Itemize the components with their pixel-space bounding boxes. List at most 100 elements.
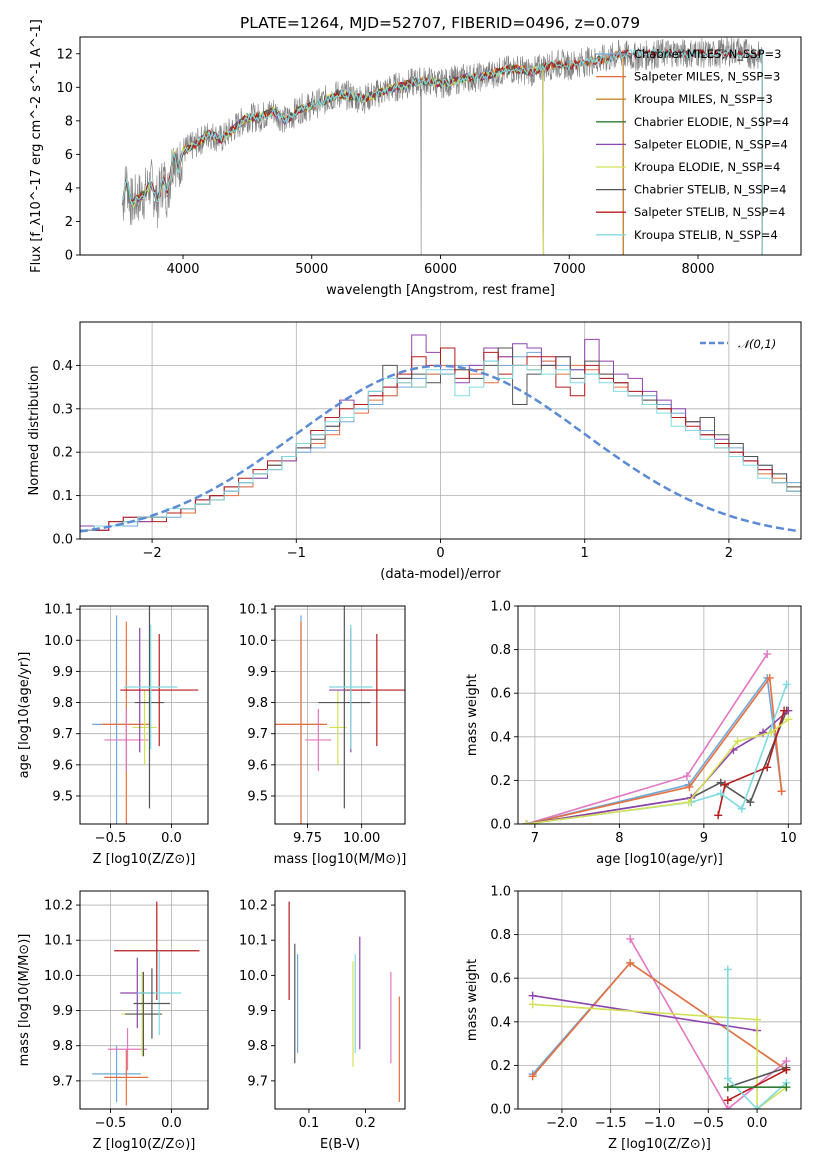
y-axis-label: Flux [f_λ10^-17 erg cm^-2 s^-1 A^-1]	[29, 19, 44, 273]
x-tick-label: 5000	[295, 262, 328, 277]
axes-frame	[79, 890, 209, 1110]
x-tick-label: −1	[287, 546, 306, 561]
y-tick-label: 9.7	[247, 1074, 268, 1089]
weight-point-marker	[723, 1074, 732, 1083]
x-tick-label: 0.0	[747, 1116, 768, 1131]
axes-frame	[79, 605, 209, 825]
model-spectrum-line	[121, 51, 624, 255]
weight-series-line	[727, 1066, 787, 1088]
x-tick-label: 0.2	[355, 1116, 376, 1131]
weight-point-marker	[763, 763, 772, 772]
weight-point-marker	[746, 798, 755, 807]
x-tick-label: −1.5	[595, 1116, 627, 1131]
y-tick-label: 6	[65, 148, 73, 163]
legend: Chabrier MILES, N_SSP=3 Salpeter MILES, N…	[596, 47, 789, 242]
weight-point-marker	[737, 804, 746, 813]
y-tick-label: 0.2	[52, 446, 73, 461]
errorbar-point	[318, 606, 371, 809]
legend-label: Chabrier STELIB, N_SSP=4	[634, 183, 786, 197]
weight-series-line	[717, 710, 785, 816]
plot-area	[80, 334, 801, 533]
panel-weight-vs-age: 7 8 9 10 0.0 0.2 0.4 0.6 0.8 1.0 age [log10(age/yr…	[465, 600, 802, 867]
errorbar-point	[346, 634, 405, 747]
y-tick-label: 10.1	[239, 603, 268, 618]
legend-label: Salpeter MILES, N_SSP=3	[634, 70, 780, 84]
axes-frame	[517, 605, 802, 825]
model-spectrum-line	[121, 49, 624, 255]
y-tick-label: 9.7	[52, 727, 73, 742]
model-spectrum-line	[121, 63, 545, 255]
weight-point-marker	[723, 1105, 732, 1109]
errorbar-point	[305, 708, 332, 772]
legend: 𝒩(0,1)	[700, 337, 776, 351]
x-tick-label: 0.0	[161, 1116, 182, 1131]
weight-point-marker	[753, 1015, 762, 1024]
errorbar-point	[329, 624, 373, 750]
weight-point-marker	[626, 934, 635, 943]
y-tick-label: 9.5	[247, 789, 268, 804]
y-tick-label: 10.1	[44, 603, 73, 618]
x-axis-label: mass [log10(M/M⊙)]	[274, 852, 407, 867]
errorbar-point	[114, 901, 200, 1000]
y-tick-label: 9.8	[247, 1039, 268, 1054]
axes-frame	[274, 890, 406, 1110]
panel-age-vs-Z: −0.5 0.0 9.5 9.6 9.7 9.8 9.9 10.0 10.1 Z [log10(Z…	[17, 603, 209, 867]
panel-weight-vs-Z: −2.0 −1.5 −1.0 −0.5 0.0 0.0 0.2 0.4 0.6 0.8 1.0 Z […	[465, 885, 802, 1152]
axes-frame	[79, 36, 802, 256]
x-tick-label: 0.0	[161, 831, 182, 846]
y-tick-label: 9.8	[52, 696, 73, 711]
legend-label: Kroupa MILES, N_SSP=3	[634, 92, 773, 106]
y-tick-label: 9.9	[52, 665, 73, 680]
x-tick-label: 1	[581, 546, 589, 561]
figure-title: PLATE=1264, MJD=52707, FIBERID=0496, z=0…	[240, 14, 640, 32]
weight-series-line	[526, 675, 783, 824]
weight-point-marker	[782, 1083, 791, 1092]
x-tick-label: 2	[725, 546, 733, 561]
x-tick-label: 0	[436, 546, 444, 561]
plot-area	[92, 901, 200, 1106]
model-spectrum-line	[121, 48, 763, 255]
weight-point-marker	[733, 737, 742, 746]
y-tick-label: 9.6	[247, 758, 268, 773]
y-tick-label: 12	[56, 47, 73, 62]
y-axis-label: mass weight	[465, 674, 480, 756]
weight-point-marker	[714, 811, 723, 820]
x-tick-label: 8000	[681, 262, 714, 277]
y-tick-label: 10.1	[239, 934, 268, 949]
legend-label: 𝒩(0,1)	[738, 337, 776, 351]
y-tick-label: 9.9	[247, 665, 268, 680]
panel-residuals: −2 −1 0 1 2 0.0 0.1 0.2 0.3 0.4 (data-model)/error…	[27, 321, 802, 582]
weight-point-marker	[528, 1072, 537, 1081]
x-tick-label: 6000	[424, 262, 457, 277]
weight-series-line	[727, 1069, 787, 1102]
weight-point-marker	[716, 789, 725, 798]
y-tick-label: 0.8	[490, 643, 511, 658]
x-axis-label: Z [log10(Z/Z⊙)]	[93, 1137, 196, 1152]
errorbar-point	[104, 1049, 149, 1106]
x-axis-label: E(B-V)	[320, 1137, 360, 1152]
errorbar-point	[125, 971, 162, 1057]
weight-point-marker	[716, 778, 725, 787]
weight-point-marker	[753, 1105, 762, 1109]
x-tick-label: 10	[780, 831, 797, 846]
weight-point-marker	[685, 782, 694, 791]
weight-series-line	[526, 653, 768, 824]
weight-series-line	[629, 938, 787, 1109]
y-axis-label: Normed distribution	[27, 366, 42, 496]
y-tick-label: 0.3	[52, 402, 73, 417]
weight-point-marker	[767, 728, 776, 737]
x-axis-label: age [log10(age/yr)]	[596, 852, 723, 867]
y-tick-label: 0.1	[52, 489, 73, 504]
weight-series-line	[532, 994, 758, 1032]
y-axis-label: age [log10(age/yr)]	[17, 652, 32, 779]
y-tick-label: 10.0	[44, 969, 73, 984]
y-tick-label: 0.0	[490, 818, 511, 833]
y-tick-label: 0	[65, 249, 73, 264]
weight-series-line	[526, 675, 783, 824]
weight-series-line	[726, 969, 787, 1109]
errorbar-point	[123, 624, 178, 750]
x-tick-label: −1.0	[644, 1116, 676, 1131]
legend-label: Kroupa ELODIE, N_SSP=4	[634, 160, 780, 174]
histogram-step	[80, 347, 801, 531]
